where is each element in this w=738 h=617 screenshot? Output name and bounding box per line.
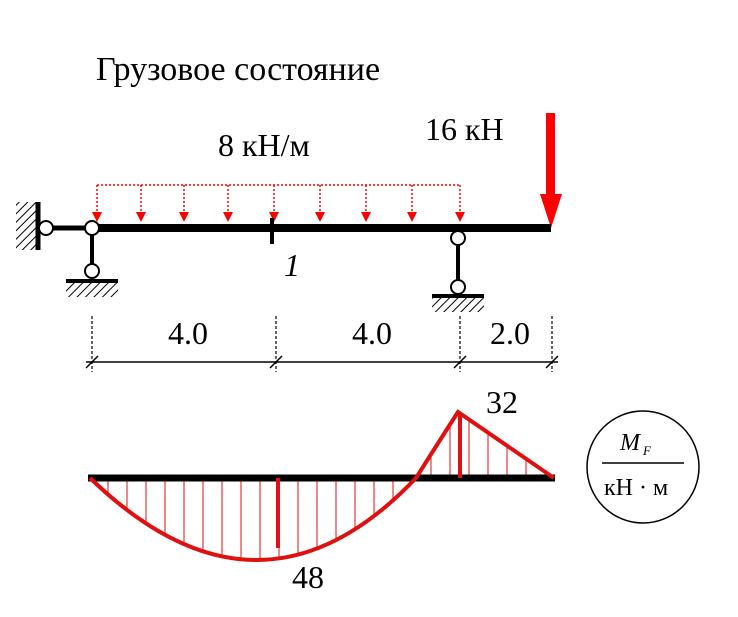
load-arrowhead: [136, 212, 146, 222]
distributed-load-arrows: [92, 185, 465, 222]
right-roller-support: [432, 245, 484, 312]
left-roller-support: [66, 235, 118, 297]
load-arrowhead: [407, 212, 417, 222]
section-label: 1: [284, 247, 300, 283]
beam-hinge-right: [450, 230, 466, 246]
distributed-load-label: 8 кН/м: [218, 127, 310, 163]
point-load-label: 16 кН: [425, 111, 504, 147]
dimension-1: 4.0: [168, 315, 208, 351]
load-arrowhead: [223, 212, 233, 222]
moment-diagram: [88, 409, 556, 562]
dimension-line: [85, 316, 559, 372]
legend-numerator: M: [619, 430, 642, 456]
diagram-legend: M F кН · м: [586, 410, 700, 524]
moment-value-32: 32: [486, 384, 518, 420]
beam-hinge-left: [84, 220, 100, 236]
load-arrowhead: [92, 212, 102, 222]
load-arrowhead: [315, 212, 325, 222]
load-arrowhead: [179, 212, 189, 222]
legend-subscript: F: [642, 443, 652, 458]
moment-value-48: 48: [292, 559, 324, 595]
load-arrowhead: [361, 212, 371, 222]
distributed-load: [92, 184, 465, 222]
dimension-2: 4.0: [352, 315, 392, 351]
page-title: Грузовое состояние: [96, 51, 380, 88]
legend-denominator: кН · м: [604, 475, 668, 501]
load-arrowhead: [455, 212, 465, 222]
point-load-arrow: [540, 113, 562, 228]
moment-diagram-curve: [88, 409, 556, 562]
load-arrowhead: [269, 212, 279, 222]
dimension-3: 2.0: [490, 315, 530, 351]
left-wall-support: [16, 202, 92, 250]
